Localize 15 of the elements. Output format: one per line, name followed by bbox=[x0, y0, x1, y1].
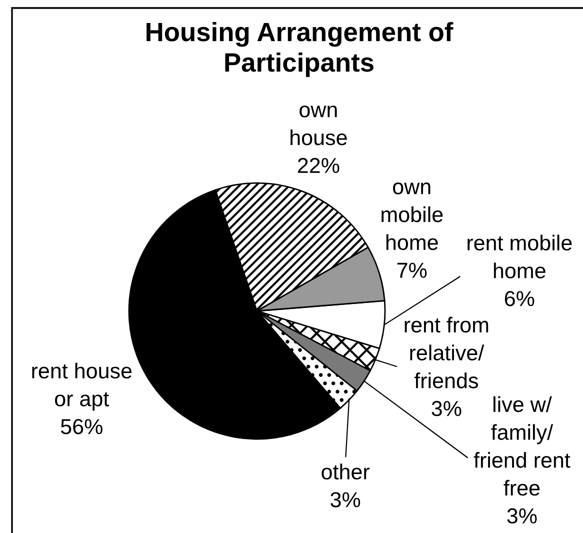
slice-label: own house bbox=[290, 106, 347, 146]
slice-label: rent house or apt bbox=[32, 362, 132, 411]
slice-label: rent from relative/ friends bbox=[404, 316, 488, 388]
slice-label: own mobile home bbox=[382, 182, 443, 250]
data-label: 22% bbox=[298, 158, 340, 174]
slice-label: live w/ family/ friend rent free bbox=[474, 396, 570, 496]
slice-label: rent mobile home bbox=[468, 234, 572, 278]
data-label: 3% bbox=[432, 400, 462, 416]
chart-title: Housing Arrangement of Participants bbox=[146, 22, 454, 78]
data-label: 56% bbox=[60, 419, 102, 434]
data-label: 6% bbox=[504, 291, 534, 306]
data-label: 3% bbox=[330, 492, 360, 508]
data-label: 7% bbox=[397, 262, 427, 278]
slice-label: other bbox=[322, 464, 370, 480]
data-label: 3% bbox=[507, 508, 537, 524]
